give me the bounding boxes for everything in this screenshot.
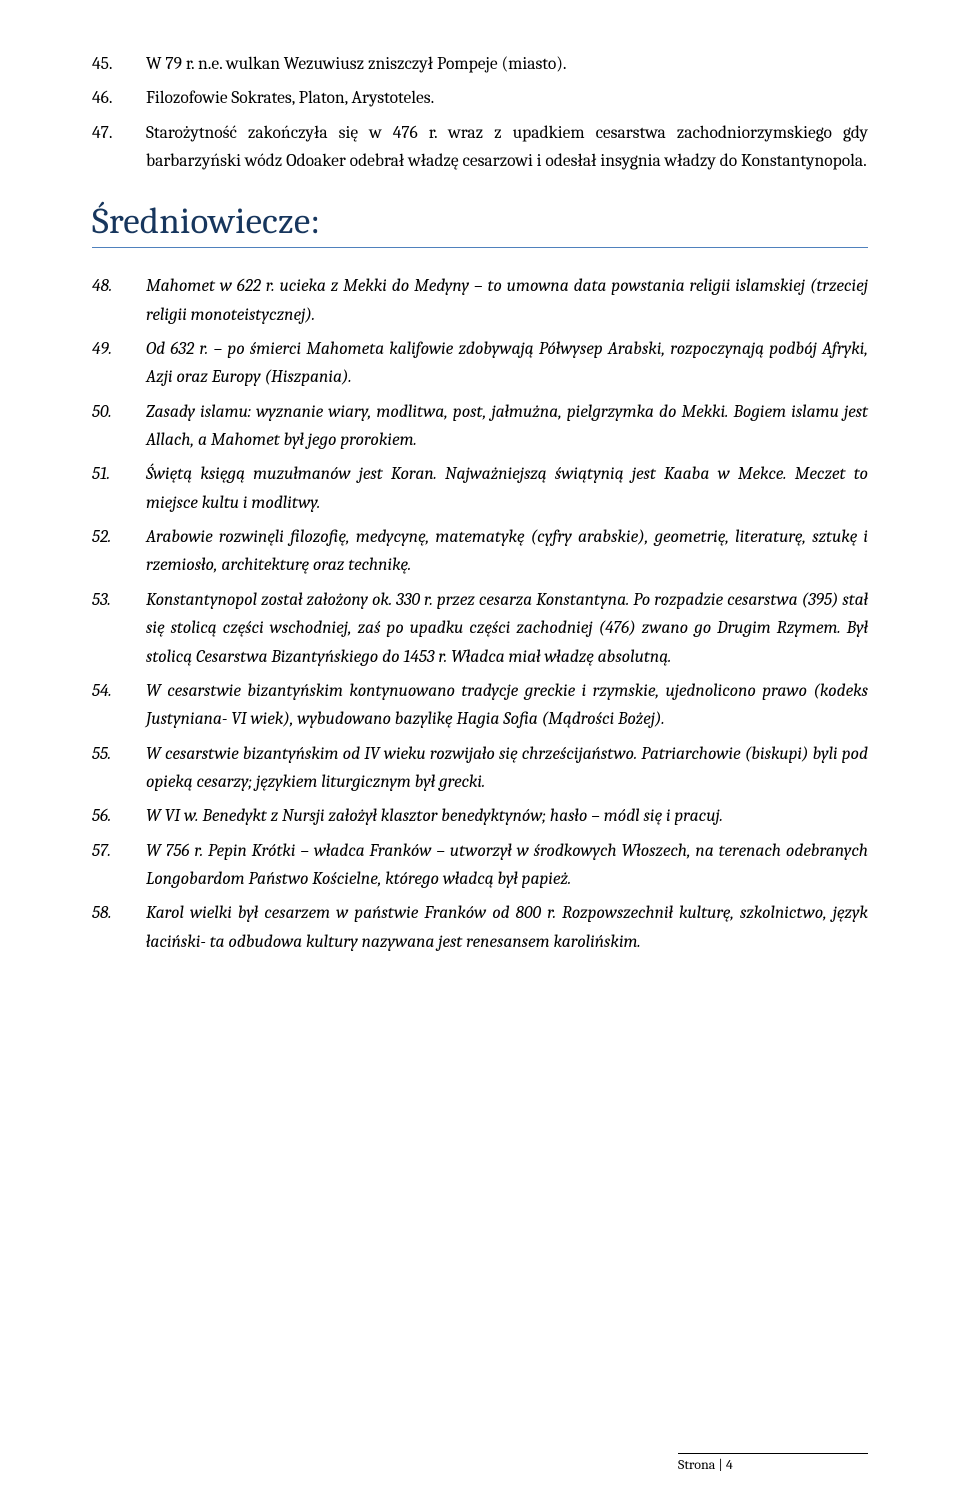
list-item-number: 56. (92, 802, 146, 830)
list-item-number: 48. (92, 272, 146, 329)
page-footer: Strona | 4 (678, 1453, 868, 1473)
list-item-number: 46. (92, 84, 146, 112)
list-item-text: W 756 r. Pepin Krótki – władca Franków –… (146, 837, 868, 894)
list-item: 46.Filozofowie Sokrates, Platon, Arystot… (92, 84, 868, 112)
list-item-number: 51. (92, 460, 146, 517)
list-item-number: 52. (92, 523, 146, 580)
section-heading: Średniowiecze: (92, 201, 868, 243)
list-item: 58.Karol wielki był cesarzem w państwie … (92, 899, 868, 956)
list-item-text: Arabowie rozwinęli filozofię, medycynę, … (146, 523, 868, 580)
list-item-text: W cesarstwie bizantyńskim kontynuowano t… (146, 677, 868, 734)
list-item: 49.Od 632 r. – po śmierci Mahometa kalif… (92, 335, 868, 392)
document-page: 45.W 79 r. n.e. wulkan Wezuwiusz zniszcz… (0, 0, 960, 1511)
list-item-number: 50. (92, 398, 146, 455)
footer-page-number: 4 (726, 1456, 733, 1473)
list-item-text: Mahomet w 622 r. ucieka z Mekki do Medyn… (146, 272, 868, 329)
list-item: 57.W 756 r. Pepin Krótki – władca Frankó… (92, 837, 868, 894)
list-item: 48.Mahomet w 622 r. ucieka z Mekki do Me… (92, 272, 868, 329)
footer-rule (678, 1453, 868, 1454)
list-item-text: W 79 r. n.e. wulkan Wezuwiusz zniszczył … (146, 50, 868, 78)
list-item-number: 54. (92, 677, 146, 734)
list-item: 50.Zasady islamu: wyznanie wiary, modlit… (92, 398, 868, 455)
list-item-number: 47. (92, 119, 146, 176)
list-item: 54.W cesarstwie bizantyńskim kontynuowan… (92, 677, 868, 734)
top-list: 45.W 79 r. n.e. wulkan Wezuwiusz zniszcz… (92, 50, 868, 175)
list-item: 56.W VI w. Benedykt z Nursji założył kla… (92, 802, 868, 830)
main-list: 48.Mahomet w 622 r. ucieka z Mekki do Me… (92, 272, 868, 956)
list-item-text: Od 632 r. – po śmierci Mahometa kalifowi… (146, 335, 868, 392)
list-item: 53.Konstantynopol został założony ok. 33… (92, 586, 868, 671)
list-item: 52.Arabowie rozwinęli filozofię, medycyn… (92, 523, 868, 580)
list-item-text: Starożytność zakończyła się w 476 r. wra… (146, 119, 868, 176)
section-divider (92, 247, 868, 248)
list-item-number: 53. (92, 586, 146, 671)
list-item-text: Filozofowie Sokrates, Platon, Arystotele… (146, 84, 868, 112)
list-item-number: 55. (92, 740, 146, 797)
list-item-text: Karol wielki był cesarzem w państwie Fra… (146, 899, 868, 956)
list-item-text: W cesarstwie bizantyńskim od IV wieku ro… (146, 740, 868, 797)
list-item-text: Zasady islamu: wyznanie wiary, modlitwa,… (146, 398, 868, 455)
list-item-text: Świętą księgą muzułmanów jest Koran. Naj… (146, 460, 868, 517)
list-item-number: 45. (92, 50, 146, 78)
list-item-text: Konstantynopol został założony ok. 330 r… (146, 586, 868, 671)
list-item-text: W VI w. Benedykt z Nursji założył klaszt… (146, 802, 868, 830)
list-item: 51.Świętą księgą muzułmanów jest Koran. … (92, 460, 868, 517)
list-item-number: 49. (92, 335, 146, 392)
list-item: 45.W 79 r. n.e. wulkan Wezuwiusz zniszcz… (92, 50, 868, 78)
list-item: 47.Starożytność zakończyła się w 476 r. … (92, 119, 868, 176)
list-item-number: 57. (92, 837, 146, 894)
footer-label: Strona | (678, 1456, 726, 1473)
list-item-number: 58. (92, 899, 146, 956)
list-item: 55.W cesarstwie bizantyńskim od IV wieku… (92, 740, 868, 797)
